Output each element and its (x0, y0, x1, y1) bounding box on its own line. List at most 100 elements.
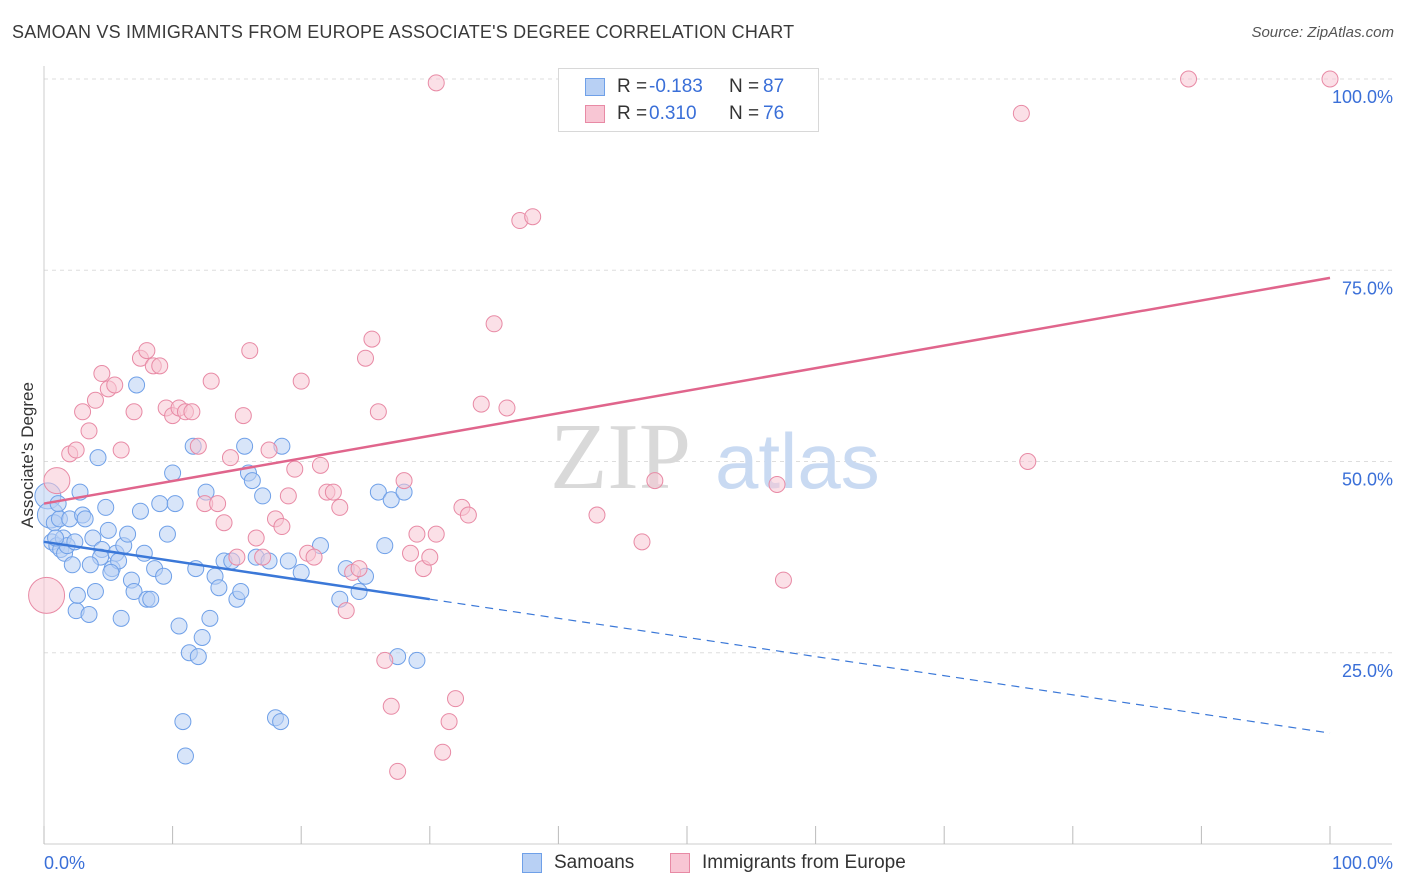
point-samoans (125, 583, 143, 601)
point-europe (1180, 70, 1198, 88)
point-europe (74, 403, 92, 421)
legend-n-label: N = (729, 76, 760, 97)
point-europe (1019, 453, 1037, 470)
point-europe (189, 437, 207, 455)
point-europe (138, 342, 156, 360)
point-europe (292, 372, 310, 390)
source-label: Source: ZipAtlas.com (1251, 24, 1394, 41)
point-samoans (382, 491, 400, 509)
point-europe (67, 441, 85, 459)
y-tick-label: 25.0% (1342, 661, 1393, 681)
chart-title: SAMOAN VS IMMIGRANTS FROM EUROPE ASSOCIA… (12, 22, 795, 42)
point-samoans (86, 583, 104, 601)
point-samoans (135, 544, 153, 562)
axes (43, 66, 1392, 845)
point-europe (183, 403, 201, 421)
point-samoans (210, 579, 228, 597)
point-europe (337, 602, 355, 620)
point-europe (254, 548, 272, 566)
point-europe (588, 506, 606, 524)
point-europe (273, 518, 291, 536)
point-europe (768, 475, 786, 493)
legend-swatch-europe (670, 853, 690, 873)
trend-line-europe (43, 276, 1331, 505)
point-europe (260, 441, 278, 459)
point-samoans (254, 487, 272, 505)
point-europe (106, 376, 124, 394)
point-europe (234, 407, 252, 425)
point-samoans (166, 495, 184, 513)
y-tick-label: 100.0% (1332, 87, 1393, 107)
point-samoans (99, 521, 117, 539)
legend-r-value: -0.183 (649, 76, 703, 97)
point-europe (241, 342, 259, 360)
axis-labels: 25.0% 50.0% 75.0% 100.0% 0.0% 100.0% (44, 87, 1393, 873)
legend-row-europe: R = 0.310 N = 76 (585, 102, 784, 126)
point-samoans (193, 628, 211, 646)
legend-swatch-samoans (585, 78, 605, 96)
trend-line-samoans-projection (429, 598, 1331, 734)
point-samoans (174, 713, 192, 731)
y-axis-label: Associate's Degree (18, 382, 37, 528)
legend-item-samoans[interactable]: Samoans (522, 852, 634, 874)
point-europe (350, 560, 368, 578)
point-europe (382, 697, 400, 715)
y-tick-label: 75.0% (1342, 278, 1393, 298)
point-samoans (243, 472, 261, 490)
point-samoans (128, 376, 146, 394)
legend-swatch-samoans (522, 853, 542, 873)
grid (44, 78, 1392, 654)
point-europe (408, 525, 426, 543)
point-europe (421, 548, 439, 566)
point-samoans (112, 609, 130, 627)
point-samoans (142, 590, 160, 608)
point-europe (485, 315, 503, 333)
point-samoans (97, 498, 115, 516)
point-europe (459, 506, 477, 524)
y-tick-label: 50.0% (1342, 470, 1393, 490)
point-europe (247, 529, 265, 547)
x-tick-label: 0.0% (44, 853, 85, 873)
point-europe (498, 399, 516, 417)
point-europe (774, 571, 792, 589)
point-europe (646, 472, 664, 490)
legend-n-label: N = (729, 103, 760, 124)
point-samoans (151, 495, 169, 513)
point-europe (402, 544, 420, 562)
point-europe (1012, 104, 1030, 122)
point-samoans (49, 495, 67, 513)
legend-r-label: R = (617, 103, 648, 124)
point-europe (112, 441, 130, 459)
point-europe (43, 467, 71, 495)
point-europe (324, 483, 342, 501)
point-europe (1321, 70, 1339, 88)
point-europe (151, 357, 169, 375)
point-samoans (279, 552, 297, 570)
legend-label-europe: Immigrants from Europe (702, 852, 906, 873)
legend-r-value: 0.310 (649, 103, 697, 124)
point-europe (93, 365, 111, 383)
point-samoans (236, 437, 254, 455)
point-europe (305, 548, 323, 566)
legend-label-samoans: Samoans (554, 852, 635, 873)
point-europe (524, 208, 542, 226)
point-samoans (68, 586, 86, 604)
correlation-legend: R = -0.183 N = 87 R = 0.310 N = 76 (558, 68, 819, 132)
point-europe (447, 690, 465, 708)
point-europe (369, 403, 387, 421)
point-samoans (369, 483, 387, 501)
point-samoans (119, 525, 137, 543)
legend-swatch-europe (585, 105, 605, 123)
point-samoans (170, 617, 188, 635)
point-europe (389, 762, 407, 780)
point-samoans (272, 713, 290, 731)
watermark-zip: ZIP (550, 405, 691, 509)
legend-r-label: R = (617, 76, 648, 97)
legend-item-europe[interactable]: Immigrants from Europe (670, 852, 906, 874)
watermark-atlas: atlas (715, 417, 880, 505)
legend-n-value: 87 (763, 76, 785, 97)
legend-row-samoans: R = -0.183 N = 87 (585, 75, 784, 99)
point-samoans (89, 449, 107, 467)
point-europe (279, 487, 297, 505)
series-legend: Samoans Immigrants from Europe (0, 852, 1406, 878)
